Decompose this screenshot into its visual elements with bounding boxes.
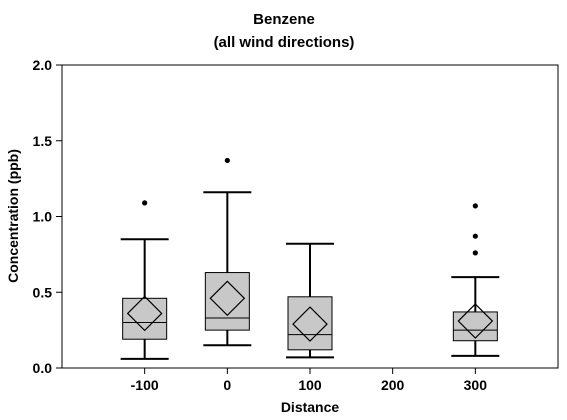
box-groups [120, 157, 500, 360]
outlier-point [142, 200, 148, 206]
y-axis: 0.0 0.5 1.0 1.5 2.0 [33, 57, 62, 376]
mean-diamond [292, 306, 328, 342]
outlier-point [224, 157, 230, 164]
y-tick-label: 0.5 [33, 284, 53, 300]
x-tick-label: -100 [131, 377, 159, 393]
y-tick-label: 1.0 [33, 209, 53, 225]
x-tick-label: 200 [381, 377, 405, 393]
mean-diamond [209, 280, 246, 317]
y-tick-label: 0.0 [33, 360, 53, 376]
y-tick-label: 2.0 [33, 57, 53, 73]
outlier-point [472, 203, 478, 209]
mean-diamond [457, 303, 494, 339]
chart-title: Benzene [253, 11, 315, 28]
outlier-point [472, 233, 478, 239]
y-axis-label: Concentration (ppb) [5, 149, 21, 283]
x-tick-label: 100 [298, 377, 322, 393]
box-group [120, 200, 169, 360]
iqr-box [452, 311, 498, 342]
iqr-box [122, 297, 168, 340]
chart-subtitle: (all wind directions) [214, 34, 355, 51]
box-group [451, 203, 500, 357]
outlier-point [472, 250, 478, 256]
x-tick-label: 0 [223, 377, 231, 393]
box-group [286, 242, 334, 359]
x-tick-label: 300 [464, 377, 488, 393]
x-axis: -100 0 100 200 300 [131, 368, 488, 393]
mean-diamond [126, 295, 163, 332]
y-tick-label: 1.5 [33, 133, 53, 149]
box-group [203, 157, 252, 347]
x-axis-label: Distance [281, 399, 340, 415]
